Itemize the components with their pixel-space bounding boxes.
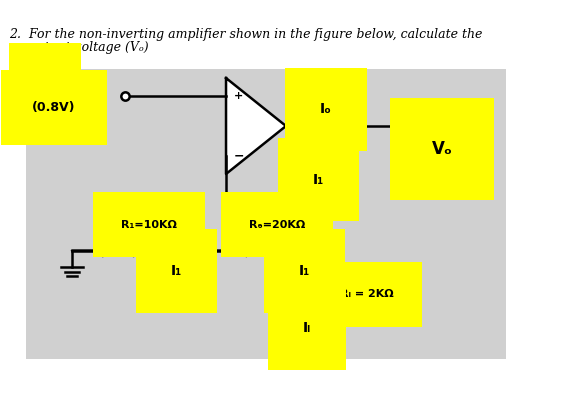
- Text: Rₔ=20KΩ: Rₔ=20KΩ: [248, 220, 305, 230]
- Text: I₁: I₁: [313, 173, 324, 186]
- Text: Vₒ: Vₒ: [432, 140, 453, 158]
- Text: I₁: I₁: [299, 264, 310, 278]
- Text: (0.8V): (0.8V): [32, 101, 76, 114]
- Text: Vᴵₙ: Vᴵₙ: [37, 71, 53, 81]
- Text: R₁=10KΩ: R₁=10KΩ: [121, 220, 177, 230]
- Text: Rₗ = 2KΩ: Rₗ = 2KΩ: [340, 290, 394, 299]
- Polygon shape: [226, 78, 286, 174]
- Text: I₁: I₁: [171, 264, 182, 278]
- Text: output voltage (Vₒ): output voltage (Vₒ): [9, 41, 149, 54]
- Text: 2.  For the non-inverting amplifier shown in the figure below, calculate the: 2. For the non-inverting amplifier shown…: [9, 28, 483, 41]
- Bar: [26, 69, 505, 359]
- Text: Iₗ: Iₗ: [303, 321, 311, 335]
- Text: −: −: [233, 149, 244, 162]
- Text: +: +: [233, 91, 243, 101]
- Text: Iₒ: Iₒ: [320, 102, 332, 117]
